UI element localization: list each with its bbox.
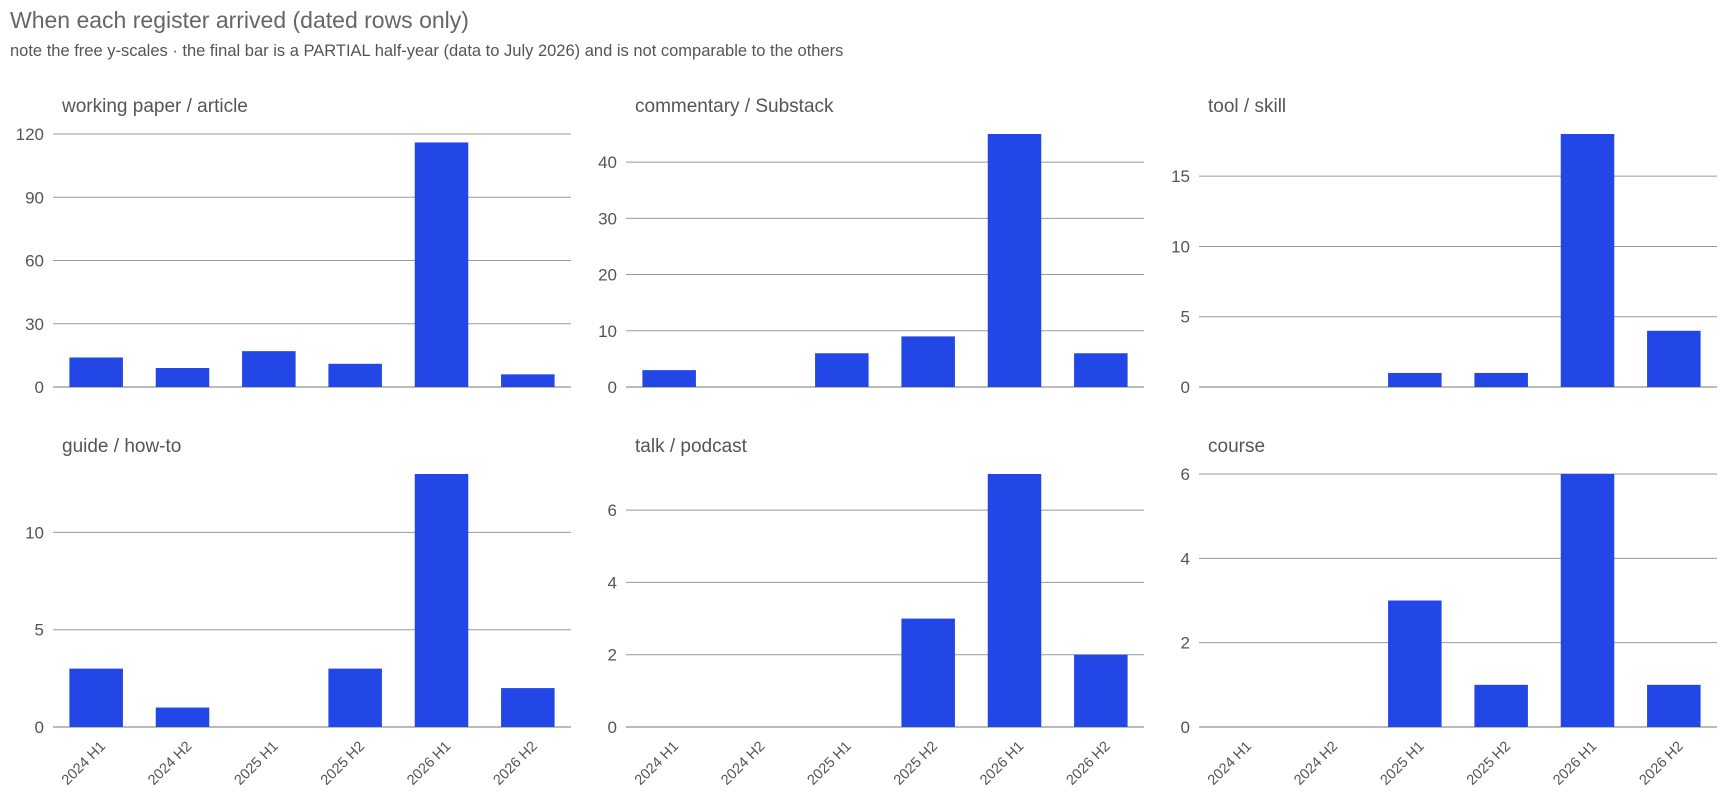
bar xyxy=(1474,372,1528,387)
y-tick-label: 120 xyxy=(16,125,44,144)
y-tick-label: 2 xyxy=(1181,634,1190,653)
bar xyxy=(1388,372,1442,387)
facet-panel: talk / podcast 0 2 4 6 2024 H1 2024 H2 2025 H1 2… xyxy=(608,436,1144,789)
y-tick-label: 0 xyxy=(608,378,617,397)
bar xyxy=(501,688,555,727)
y-tick-label: 2 xyxy=(608,646,617,665)
bar xyxy=(69,357,123,387)
y-tick-label: 15 xyxy=(1171,167,1190,186)
y-tick-label: 10 xyxy=(1171,237,1190,256)
facet-title: course xyxy=(1208,436,1265,457)
bar xyxy=(155,707,210,727)
bar xyxy=(414,142,469,387)
bar xyxy=(815,353,869,387)
bar xyxy=(328,668,382,727)
bar xyxy=(987,134,1042,387)
facet-title: working paper / article xyxy=(61,96,248,117)
bar xyxy=(1074,654,1128,727)
bar xyxy=(987,474,1042,727)
y-tick-label: 0 xyxy=(1181,378,1190,397)
x-tick-label: 2026 H2 xyxy=(491,739,541,789)
facet-title: talk / podcast xyxy=(635,436,748,457)
y-tick-label: 30 xyxy=(25,315,44,334)
bar xyxy=(1560,134,1615,387)
x-tick-label: 2026 H1 xyxy=(977,739,1027,789)
facet-title: commentary / Substack xyxy=(635,96,834,117)
x-tick-label: 2025 H2 xyxy=(318,739,368,789)
y-tick-label: 90 xyxy=(25,188,44,207)
bar xyxy=(1074,353,1128,387)
y-tick-label: 6 xyxy=(1181,465,1190,484)
x-tick-label: 2026 H1 xyxy=(1550,739,1600,789)
x-tick-label: 2026 H2 xyxy=(1064,739,1114,789)
y-tick-label: 60 xyxy=(25,252,44,271)
y-tick-label: 5 xyxy=(1181,308,1190,327)
x-tick-label: 2024 H1 xyxy=(1205,739,1255,789)
y-tick-label: 0 xyxy=(1181,718,1190,737)
bar xyxy=(69,668,123,727)
x-tick-label: 2024 H2 xyxy=(718,739,768,789)
x-tick-label: 2025 H2 xyxy=(1464,739,1514,789)
bar xyxy=(901,336,955,387)
y-tick-label: 10 xyxy=(25,523,44,542)
x-tick-label: 2024 H2 xyxy=(145,739,195,789)
page-title: When each register arrived (dated rows o… xyxy=(10,7,469,33)
facet-panel: course 0 2 4 6 2024 H1 2024 H2 2025 H1 2025 H2 20… xyxy=(1181,436,1717,789)
facet-panel: working paper / article 0 30 60 90 120 xyxy=(16,96,571,397)
bar xyxy=(1647,330,1701,387)
x-tick-label: 2026 H2 xyxy=(1637,739,1687,789)
facet-title: tool / skill xyxy=(1208,96,1286,117)
bar xyxy=(242,351,296,387)
bar xyxy=(1474,684,1528,727)
y-tick-label: 20 xyxy=(598,266,617,285)
facet-panel: guide / how-to 0 5 10 2024 H1 2024 H2 2025 H1 2… xyxy=(25,436,571,789)
x-tick-label: 2025 H2 xyxy=(891,739,941,789)
x-tick-label: 2024 H1 xyxy=(59,739,109,789)
bar xyxy=(1560,474,1615,727)
x-tick-label: 2025 H1 xyxy=(805,739,855,789)
x-tick-label: 2024 H1 xyxy=(632,739,682,789)
facet-title: guide / how-to xyxy=(62,436,181,457)
x-tick-label: 2025 H1 xyxy=(232,739,282,789)
bar xyxy=(1647,684,1701,727)
y-tick-label: 4 xyxy=(608,573,617,592)
y-tick-label: 10 xyxy=(598,322,617,341)
x-tick-label: 2026 H1 xyxy=(404,739,454,789)
facet-panel: tool / skill 0 5 10 15 xyxy=(1171,96,1717,397)
bar xyxy=(901,618,955,727)
bar xyxy=(328,363,382,387)
y-tick-label: 30 xyxy=(598,209,617,228)
bar xyxy=(414,474,469,727)
y-tick-label: 0 xyxy=(608,718,617,737)
y-tick-label: 5 xyxy=(35,621,44,640)
bar xyxy=(642,370,696,387)
x-tick-label: 2025 H1 xyxy=(1378,739,1428,789)
facet-panel: commentary / Substack 0 10 20 30 40 xyxy=(598,96,1144,397)
bar xyxy=(155,368,210,387)
y-tick-label: 0 xyxy=(35,718,44,737)
y-tick-label: 4 xyxy=(1181,549,1190,568)
bar xyxy=(501,374,555,387)
y-tick-label: 0 xyxy=(35,378,44,397)
bar xyxy=(1388,600,1442,727)
y-tick-label: 40 xyxy=(598,153,617,172)
y-tick-label: 6 xyxy=(608,501,617,520)
x-tick-label: 2024 H2 xyxy=(1291,739,1341,789)
page-subtitle: note the free y-scales · the final bar i… xyxy=(10,42,844,60)
